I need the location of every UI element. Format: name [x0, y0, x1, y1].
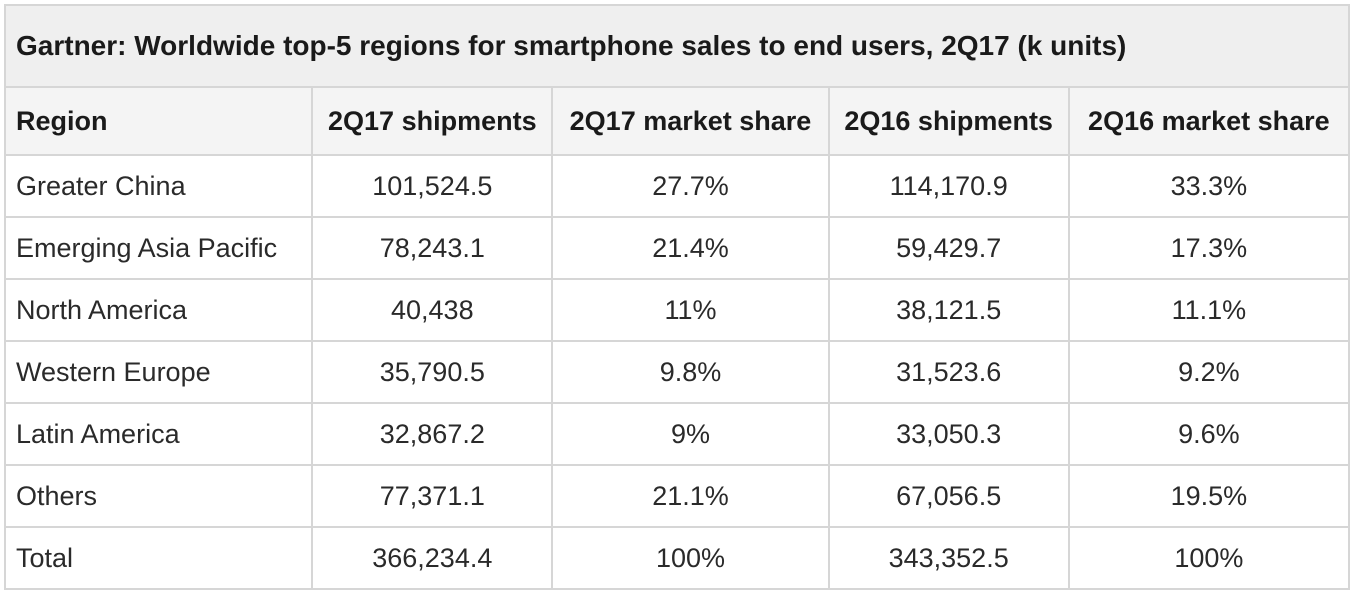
- cell-2q16-market-share: 19.5%: [1067, 464, 1351, 528]
- cell-region: Others: [3, 464, 314, 528]
- table-row: Western Europe 35,790.5 9.8% 31,523.6 9.…: [3, 340, 1351, 404]
- cell-2q17-market-share: 21.1%: [551, 464, 830, 528]
- header-row: Region 2Q17 shipments 2Q17 market share …: [3, 86, 1351, 156]
- cell-2q16-shipments: 31,523.6: [827, 340, 1070, 404]
- cell-2q16-market-share: 100%: [1067, 526, 1351, 590]
- cell-2q17-shipments: 101,524.5: [311, 154, 554, 218]
- sales-table: Gartner: Worldwide top-5 regions for sma…: [3, 4, 1351, 590]
- cell-2q17-market-share: 9.8%: [551, 340, 830, 404]
- cell-2q17-shipments: 35,790.5: [311, 340, 554, 404]
- cell-2q16-market-share: 9.6%: [1067, 402, 1351, 466]
- table-title: Gartner: Worldwide top-5 regions for sma…: [4, 4, 1350, 88]
- cell-2q17-market-share: 100%: [551, 526, 830, 590]
- cell-region: Greater China: [3, 154, 314, 218]
- cell-region: Total: [3, 526, 314, 590]
- table-row: Others 77,371.1 21.1% 67,056.5 19.5%: [3, 464, 1351, 528]
- cell-2q17-market-share: 11%: [551, 278, 830, 342]
- cell-2q17-shipments: 77,371.1: [311, 464, 554, 528]
- cell-2q16-market-share: 17.3%: [1067, 216, 1351, 280]
- table-row: North America 40,438 11% 38,121.5 11.1%: [3, 278, 1351, 342]
- table-row: Latin America 32,867.2 9% 33,050.3 9.6%: [3, 402, 1351, 466]
- cell-region: Western Europe: [3, 340, 314, 404]
- cell-2q16-shipments: 33,050.3: [827, 402, 1070, 466]
- cell-2q17-shipments: 366,234.4: [311, 526, 554, 590]
- cell-2q16-market-share: 33.3%: [1067, 154, 1351, 218]
- cell-2q16-shipments: 343,352.5: [827, 526, 1070, 590]
- cell-2q16-shipments: 38,121.5: [827, 278, 1070, 342]
- column-header-2q16-shipments: 2Q16 shipments: [827, 86, 1070, 156]
- cell-2q16-shipments: 67,056.5: [827, 464, 1070, 528]
- cell-2q16-market-share: 9.2%: [1067, 340, 1351, 404]
- cell-2q16-shipments: 59,429.7: [827, 216, 1070, 280]
- cell-2q17-market-share: 9%: [551, 402, 830, 466]
- cell-2q17-shipments: 40,438: [311, 278, 554, 342]
- column-header-2q17-market-share: 2Q17 market share: [551, 86, 830, 156]
- cell-2q17-shipments: 32,867.2: [311, 402, 554, 466]
- cell-2q16-shipments: 114,170.9: [827, 154, 1070, 218]
- cell-region: Latin America: [3, 402, 314, 466]
- column-header-region: Region: [3, 86, 314, 156]
- cell-region: North America: [3, 278, 314, 342]
- cell-2q17-market-share: 21.4%: [551, 216, 830, 280]
- column-header-2q16-market-share: 2Q16 market share: [1067, 86, 1351, 156]
- cell-2q16-market-share: 11.1%: [1067, 278, 1351, 342]
- cell-region: Emerging Asia Pacific: [3, 216, 314, 280]
- table-row: Emerging Asia Pacific 78,243.1 21.4% 59,…: [3, 216, 1351, 280]
- cell-2q17-market-share: 27.7%: [551, 154, 830, 218]
- table-row: Greater China 101,524.5 27.7% 114,170.9 …: [3, 154, 1351, 218]
- column-header-2q17-shipments: 2Q17 shipments: [311, 86, 554, 156]
- cell-2q17-shipments: 78,243.1: [311, 216, 554, 280]
- table-row-total: Total 366,234.4 100% 343,352.5 100%: [3, 526, 1351, 590]
